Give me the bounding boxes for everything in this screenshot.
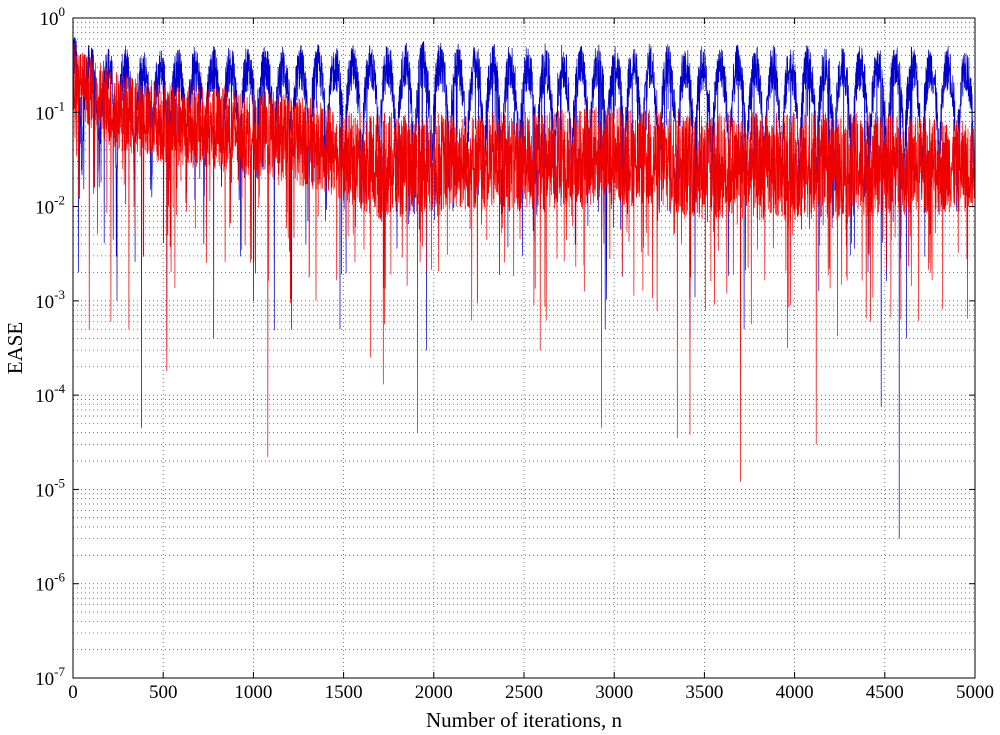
axis-ticks	[72, 17, 976, 679]
x-tick-label: 0	[68, 682, 78, 703]
x-tick-label: 3000	[595, 682, 633, 703]
x-tick-label: 4000	[776, 682, 814, 703]
y-tick-label: 10-7	[35, 664, 65, 690]
series-layer	[72, 36, 976, 539]
x-tick-label: 500	[149, 682, 178, 703]
x-tick-label: 1500	[325, 682, 363, 703]
series-red	[72, 43, 976, 483]
y-tick-label: 10-5	[35, 475, 65, 501]
y-axis-label: EASE	[3, 322, 27, 375]
y-tick-label: 100	[40, 4, 66, 30]
x-tick-labels: 0 500 1000 1500 2000 2500 3000 3500 4000 4500 5000	[68, 682, 994, 703]
y-tick-label: 10-4	[35, 381, 65, 407]
x-tick-label: 2500	[505, 682, 543, 703]
x-axis-label: Number of iterations, n	[426, 708, 622, 732]
x-tick-label: 1000	[234, 682, 272, 703]
y-tick-label: 10-6	[35, 570, 65, 596]
y-tick-labels: 10-7 10-6 10-5 10-4 10-3 10-2 10-1 100	[35, 4, 65, 690]
x-tick-label: 5000	[956, 682, 994, 703]
y-tick-label: 10-1	[35, 98, 65, 124]
x-tick-label: 4500	[866, 682, 904, 703]
y-tick-label: 10-2	[35, 193, 65, 219]
x-tick-label: 2000	[415, 682, 453, 703]
x-tick-label: 3500	[685, 682, 723, 703]
y-tick-label: 10-3	[35, 287, 65, 313]
